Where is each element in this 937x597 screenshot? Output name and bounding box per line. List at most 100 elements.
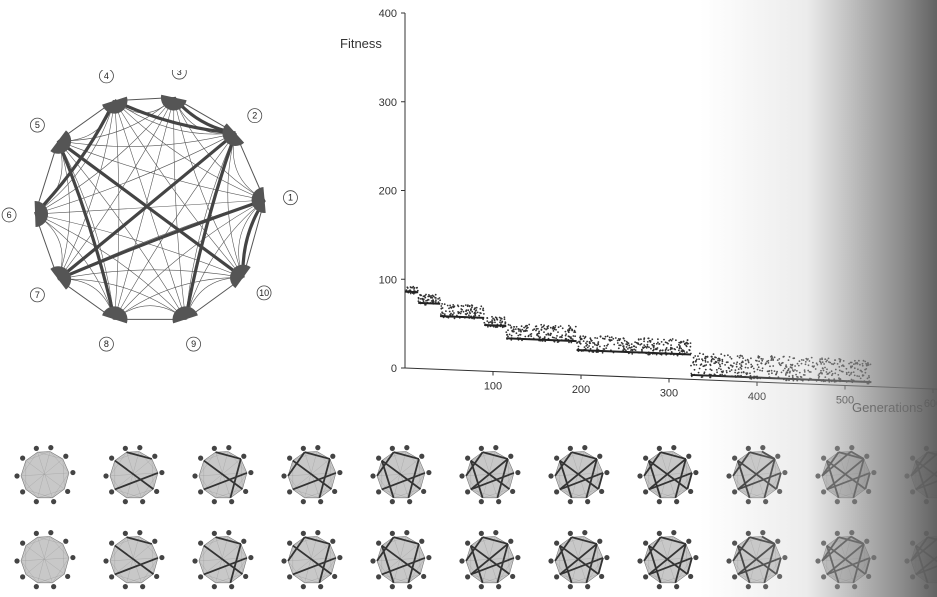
population-point bbox=[856, 375, 859, 377]
population-point bbox=[588, 345, 590, 347]
thumbnail-node bbox=[548, 558, 554, 564]
population-point bbox=[799, 375, 802, 378]
network-node bbox=[251, 187, 266, 213]
population-point bbox=[803, 371, 806, 373]
thumbnail-node bbox=[493, 530, 499, 536]
thumbnail-node bbox=[910, 489, 916, 495]
thumbnail-thin-link bbox=[25, 489, 53, 498]
population-point bbox=[741, 355, 744, 357]
population-point bbox=[693, 368, 696, 371]
population-point bbox=[675, 339, 677, 342]
population-point bbox=[519, 329, 522, 332]
population-point bbox=[761, 369, 764, 372]
population-point bbox=[772, 365, 775, 367]
thumbnail-thin-link bbox=[287, 475, 305, 498]
thumbnail-node bbox=[864, 538, 870, 544]
population-point bbox=[453, 312, 455, 314]
population-point bbox=[412, 292, 415, 295]
bold-link bbox=[57, 131, 237, 281]
population-point bbox=[828, 361, 830, 363]
population-point bbox=[425, 293, 427, 296]
population-point bbox=[797, 376, 799, 378]
population-point bbox=[652, 349, 655, 352]
thumbnail-thin-link bbox=[203, 536, 229, 546]
node-label-circle bbox=[99, 70, 114, 84]
population-point bbox=[687, 342, 689, 345]
bold-link bbox=[56, 140, 117, 320]
thumbnail-bold-link bbox=[470, 543, 509, 576]
population-point bbox=[419, 298, 422, 300]
population-point bbox=[574, 331, 577, 333]
thumbnail-bold-link bbox=[203, 557, 248, 576]
population-point bbox=[468, 305, 471, 307]
population-point bbox=[500, 317, 503, 320]
thumbnail-node bbox=[674, 584, 680, 590]
population-point bbox=[643, 346, 646, 349]
thumbnail-thin-link bbox=[109, 475, 127, 498]
population-point bbox=[711, 356, 713, 358]
population-point bbox=[459, 312, 462, 315]
population-point bbox=[504, 321, 507, 324]
thumbnail-bold-link bbox=[407, 543, 420, 584]
thumbnail-thin-link bbox=[37, 451, 51, 498]
thumbnail-thin-link bbox=[316, 451, 337, 474]
thin-link bbox=[114, 199, 265, 320]
thin-link bbox=[34, 132, 236, 215]
thumbnail-bold-link bbox=[380, 545, 395, 584]
population-point bbox=[431, 297, 434, 299]
population-point bbox=[773, 370, 776, 372]
network-node bbox=[50, 266, 72, 290]
population-point bbox=[491, 321, 494, 323]
network-thumbnail bbox=[904, 445, 937, 505]
population-point bbox=[698, 367, 701, 370]
population-point bbox=[449, 306, 452, 309]
network-thumbnail bbox=[726, 530, 788, 590]
thumbnail-node bbox=[33, 445, 39, 451]
population-point bbox=[761, 367, 764, 370]
x-tick-label: 600 bbox=[924, 398, 937, 410]
population-point bbox=[640, 343, 643, 345]
thumbnail-node bbox=[745, 584, 751, 590]
thin-link bbox=[57, 97, 175, 280]
thumbnail-node bbox=[140, 584, 146, 590]
thumbnail-bold-link bbox=[559, 543, 598, 576]
node-label-circle bbox=[256, 285, 272, 301]
thumbnail-bold-link bbox=[229, 458, 242, 499]
population-point bbox=[440, 313, 442, 315]
thumbnail-thin-link bbox=[292, 451, 318, 461]
thumbnail-node bbox=[567, 499, 573, 505]
best-fitness-step bbox=[440, 315, 485, 319]
population-point bbox=[828, 371, 831, 374]
thumbnail-bold-link bbox=[393, 451, 420, 460]
thumbnail-node bbox=[241, 453, 247, 459]
thumbnail-bold-link bbox=[114, 459, 154, 490]
thumbnail-bold-link bbox=[126, 451, 153, 460]
thumbnail-node bbox=[404, 530, 410, 536]
thumbnail-node bbox=[389, 530, 395, 536]
thumbnail-node bbox=[821, 540, 827, 546]
thumbnail-thin-link bbox=[37, 452, 53, 498]
population-point bbox=[666, 341, 668, 344]
thumbnail-thin-link bbox=[292, 574, 320, 583]
thumbnail-thin-link bbox=[482, 488, 510, 498]
thumbnail-bold-link bbox=[381, 557, 426, 576]
population-point bbox=[424, 296, 427, 299]
population-point bbox=[567, 335, 570, 338]
thumbnail-node bbox=[70, 469, 76, 476]
population-point bbox=[565, 333, 567, 335]
thumbnail-node bbox=[51, 584, 57, 590]
population-point bbox=[775, 373, 777, 376]
population-point bbox=[569, 327, 572, 330]
thumbnail-node bbox=[674, 499, 680, 505]
population-point bbox=[514, 328, 517, 330]
population-point bbox=[819, 360, 821, 363]
thumbnail-node bbox=[103, 473, 109, 479]
population-point bbox=[738, 356, 741, 359]
thumbnail-node bbox=[370, 558, 376, 564]
y-tick-label: 300 bbox=[379, 97, 397, 109]
population-point bbox=[519, 333, 522, 336]
network-thumbnail bbox=[14, 530, 76, 590]
thumbnail-node bbox=[496, 584, 502, 590]
thumbnail-node bbox=[465, 574, 471, 580]
population-point bbox=[572, 335, 575, 337]
